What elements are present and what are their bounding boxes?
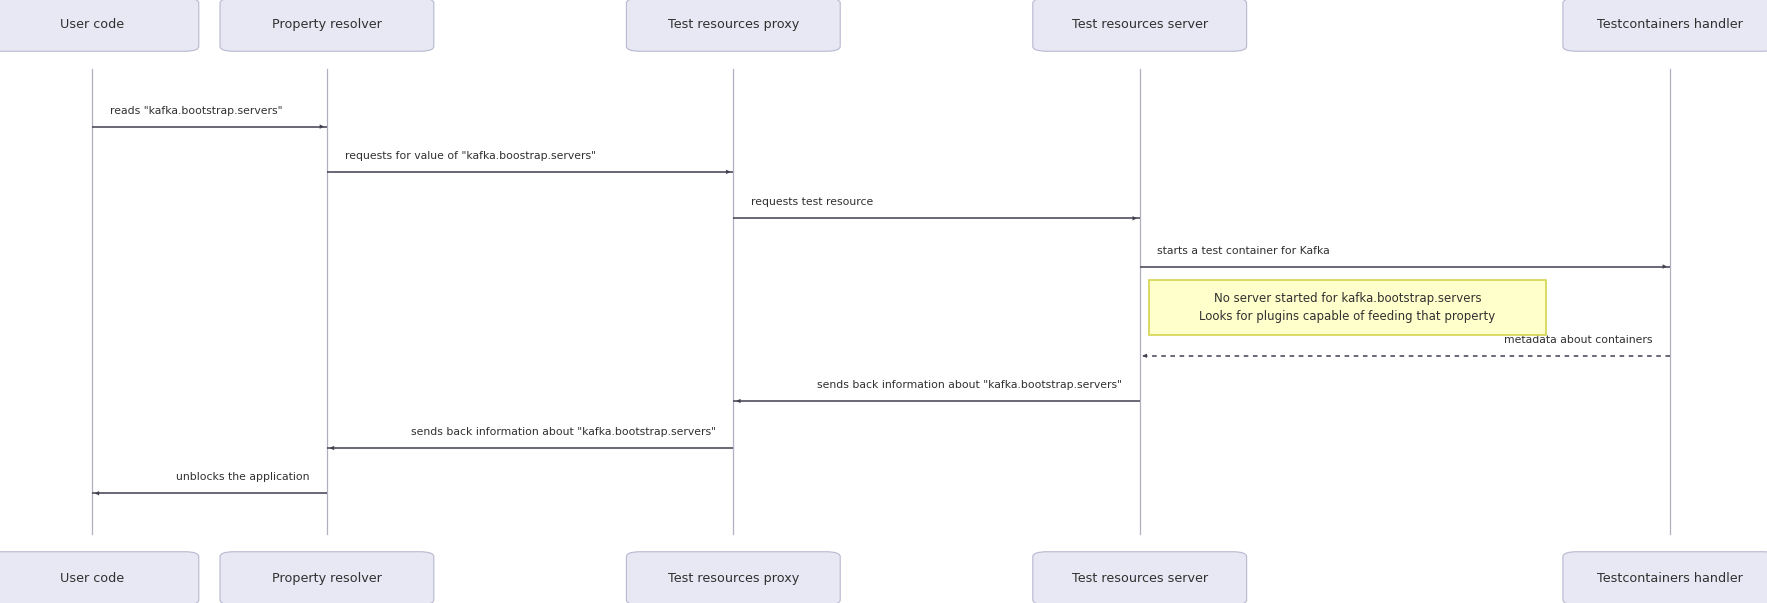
Text: reads "kafka.bootstrap.servers": reads "kafka.bootstrap.servers" — [110, 106, 283, 116]
FancyBboxPatch shape — [219, 0, 435, 51]
Text: unblocks the application: unblocks the application — [175, 472, 309, 482]
FancyBboxPatch shape — [1562, 552, 1767, 603]
Text: Test resources proxy: Test resources proxy — [668, 572, 799, 585]
Text: sends back information about "kafka.bootstrap.servers": sends back information about "kafka.boot… — [816, 380, 1122, 390]
Text: Testcontainers handler: Testcontainers handler — [1597, 18, 1742, 31]
FancyBboxPatch shape — [626, 0, 841, 51]
FancyBboxPatch shape — [1562, 0, 1767, 51]
FancyBboxPatch shape — [1032, 552, 1248, 603]
FancyBboxPatch shape — [1032, 0, 1248, 51]
Text: Property resolver: Property resolver — [272, 572, 382, 585]
Text: Property resolver: Property resolver — [272, 18, 382, 31]
Text: metadata about containers: metadata about containers — [1504, 335, 1652, 345]
Text: Testcontainers handler: Testcontainers handler — [1597, 572, 1742, 585]
Text: Test resources proxy: Test resources proxy — [668, 18, 799, 31]
FancyBboxPatch shape — [0, 0, 198, 51]
Text: No server started for kafka.bootstrap.servers
Looks for plugins capable of feedi: No server started for kafka.bootstrap.se… — [1200, 292, 1495, 323]
Text: starts a test container for Kafka: starts a test container for Kafka — [1157, 245, 1331, 256]
Text: sends back information about "kafka.bootstrap.servers": sends back information about "kafka.boot… — [410, 427, 716, 437]
FancyBboxPatch shape — [1149, 280, 1546, 335]
Text: Test resources server: Test resources server — [1071, 18, 1209, 31]
Text: requests test resource: requests test resource — [751, 197, 873, 207]
Text: User code: User code — [60, 572, 124, 585]
Text: requests for value of "kafka.boostrap.servers": requests for value of "kafka.boostrap.se… — [345, 151, 595, 161]
FancyBboxPatch shape — [626, 552, 841, 603]
FancyBboxPatch shape — [0, 552, 198, 603]
FancyBboxPatch shape — [219, 552, 435, 603]
Text: Test resources server: Test resources server — [1071, 572, 1209, 585]
Text: User code: User code — [60, 18, 124, 31]
